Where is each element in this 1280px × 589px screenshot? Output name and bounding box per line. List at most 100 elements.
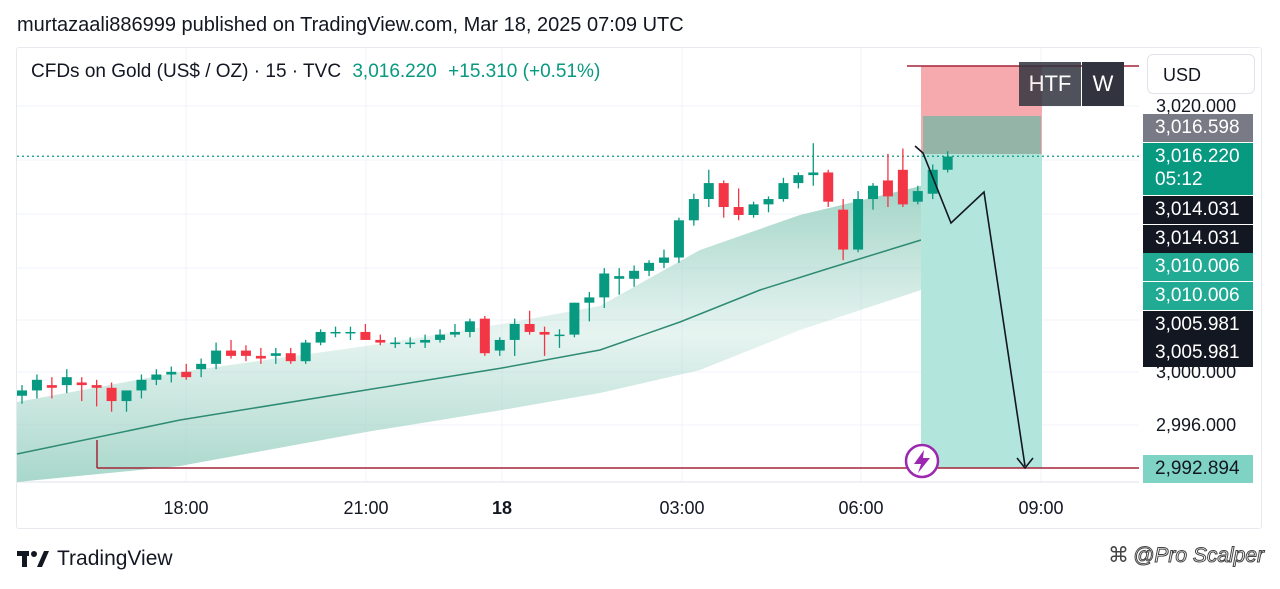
candle-body	[748, 204, 759, 215]
entry-overlap-zone	[923, 116, 1041, 154]
y-tick-label: 3,000.000	[1156, 362, 1236, 382]
candle-body	[181, 371, 192, 378]
candle-body	[554, 334, 565, 337]
price-tag-b2: 3,014.031	[1143, 225, 1253, 253]
candle-body	[240, 350, 251, 356]
candle-body	[61, 377, 72, 386]
candle-body	[91, 385, 102, 388]
x-tick-label: 21:00	[343, 498, 388, 518]
candle-body	[509, 323, 520, 340]
candle-body	[942, 156, 953, 170]
candle-body	[897, 169, 908, 205]
candle-body	[688, 199, 699, 221]
tradingview-logo[interactable]: TradingView	[17, 547, 173, 571]
price-tag-upper: 3,016.598	[1143, 114, 1253, 142]
candle-body	[330, 331, 341, 334]
take-profit-zone	[921, 154, 1042, 468]
candle-body	[196, 363, 207, 370]
candle-body	[823, 172, 834, 202]
currency-selector[interactable]: USD	[1147, 54, 1255, 94]
candle-series	[17, 143, 953, 412]
candle-body	[464, 321, 475, 332]
alert-lightning-icon	[904, 443, 940, 479]
candle-body	[375, 339, 386, 343]
candle-body	[435, 334, 446, 340]
candle-body	[300, 342, 311, 362]
y-tick-label: 2,996.000	[1156, 415, 1236, 435]
candle-body	[838, 209, 849, 250]
candle-body	[420, 339, 431, 343]
candle-body	[793, 175, 804, 184]
y-tick-label: 3,020.000	[1156, 96, 1236, 116]
x-tick-label: 06:00	[838, 498, 883, 518]
price-tag-d2: 3,005.981	[1143, 339, 1253, 367]
timeframe-w-button[interactable]: W	[1082, 62, 1124, 106]
projection-overlay	[904, 145, 1034, 479]
candle-body	[449, 331, 460, 335]
candle-body	[524, 323, 535, 332]
price-change: +15.310 (+0.51%)	[448, 61, 601, 82]
chart-frame	[16, 47, 1262, 529]
bar-countdown: 05:12	[1155, 169, 1203, 190]
trend-channel	[17, 186, 921, 482]
candle-body	[255, 355, 266, 359]
candle-body	[584, 297, 595, 303]
timeframe-htf-button[interactable]: HTF	[1019, 62, 1081, 106]
candle-body	[17, 390, 27, 396]
brand-name: TradingView	[57, 547, 173, 570]
author-watermark: ⌘ @Pro Scalper	[1108, 543, 1265, 567]
candle-body	[270, 353, 281, 356]
watermark-icon: ⌘	[1108, 544, 1129, 567]
candle-body	[151, 374, 162, 380]
candle-body	[315, 331, 326, 343]
tradingview-icon	[17, 551, 49, 567]
candle-body	[46, 385, 57, 388]
last-price-tag: 3,016.220 05:12	[1143, 143, 1253, 195]
candle-body	[285, 353, 296, 362]
candle-body	[121, 390, 132, 402]
price-tag-b1: 3,014.031	[1143, 196, 1253, 224]
x-tick-label: 09:00	[1018, 498, 1063, 518]
target-price-tag: 2,992.894	[1143, 455, 1253, 483]
lightning-glyph	[914, 450, 930, 473]
candle-body	[569, 302, 580, 335]
candle-body	[614, 276, 625, 279]
candle-body	[868, 185, 879, 200]
candle-body	[405, 342, 416, 345]
candle-body	[763, 199, 774, 205]
candle-body	[539, 331, 550, 335]
currency-label: USD	[1163, 65, 1202, 85]
candle-body	[718, 183, 729, 208]
candle-body	[808, 172, 819, 176]
candle-body	[76, 382, 87, 386]
projection-arrowhead	[1016, 457, 1034, 470]
candle-body	[106, 387, 117, 402]
candle-body	[360, 331, 371, 340]
x-tick-label: 03:00	[659, 498, 704, 518]
candle-body	[658, 257, 669, 263]
candle-body	[166, 371, 177, 375]
x-tick-label: 18:00	[163, 498, 208, 518]
candle-body	[31, 379, 42, 391]
price-axis: 18:00 21:00 18 03:00 06:00 09:00 3,020.000 3,00…	[163, 96, 1236, 518]
candle-body	[345, 331, 356, 334]
symbol-name: CFDs on Gold (US$ / OZ) · 15 · TVC	[31, 61, 342, 82]
projection-path	[914, 145, 1026, 467]
publish-attribution: murtazaali886999 published on TradingVie…	[17, 14, 684, 36]
last-price: 3,016.220	[352, 61, 437, 82]
position-zones	[17, 65, 1139, 469]
candle-body	[673, 220, 684, 258]
candle-body	[494, 339, 505, 351]
x-tick-label: 18	[492, 498, 512, 518]
candle-body	[599, 273, 610, 298]
price-tag-c2: 3,010.006	[1143, 282, 1253, 310]
candle-body	[853, 199, 864, 250]
candle-body	[479, 318, 490, 354]
candle-body	[703, 183, 714, 200]
candle-body	[226, 350, 237, 356]
price-tag-c1: 3,010.006	[1143, 253, 1253, 281]
candle-body	[912, 191, 923, 202]
candle-body	[927, 169, 938, 194]
price-tag-d1: 3,005.981	[1143, 311, 1253, 339]
